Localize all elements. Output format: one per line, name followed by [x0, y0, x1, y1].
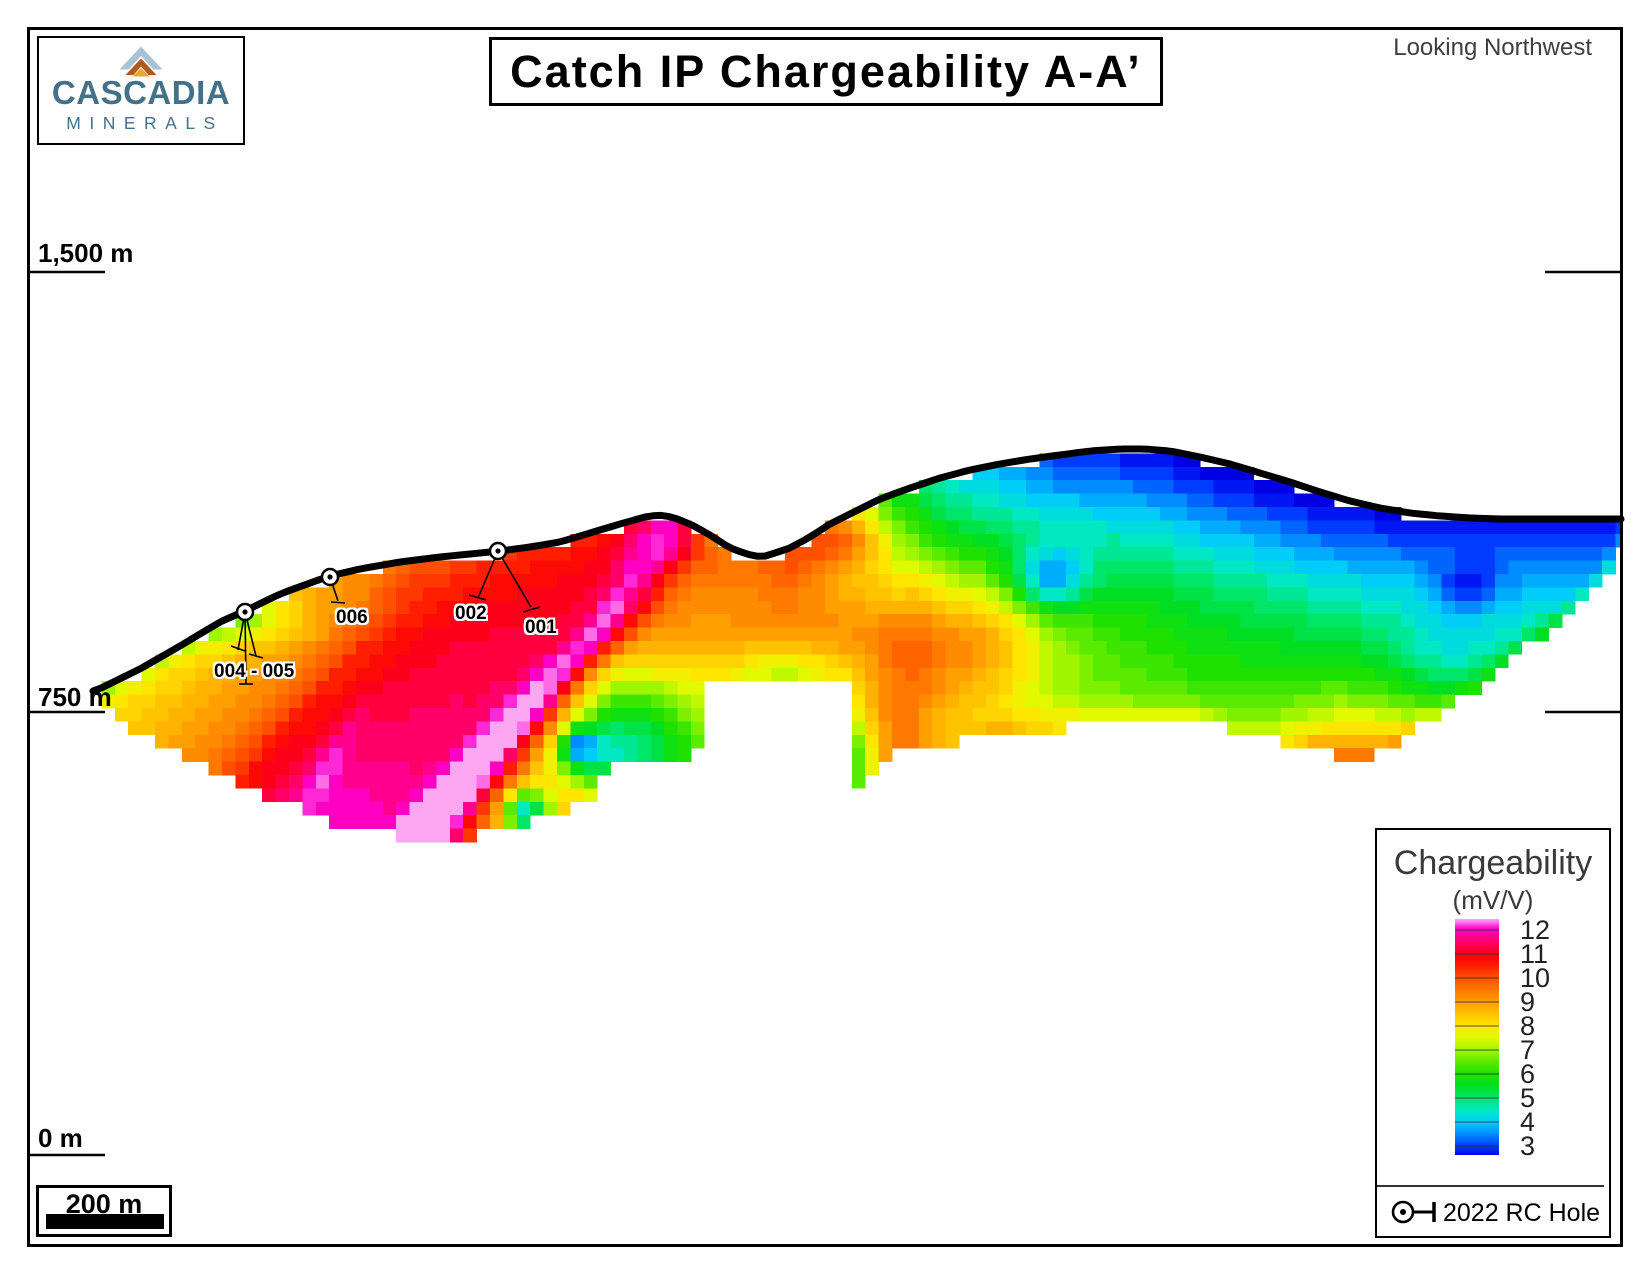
svg-text:CASCADIA: CASCADIA [52, 74, 230, 111]
svg-text:MINERALS: MINERALS [66, 113, 223, 133]
